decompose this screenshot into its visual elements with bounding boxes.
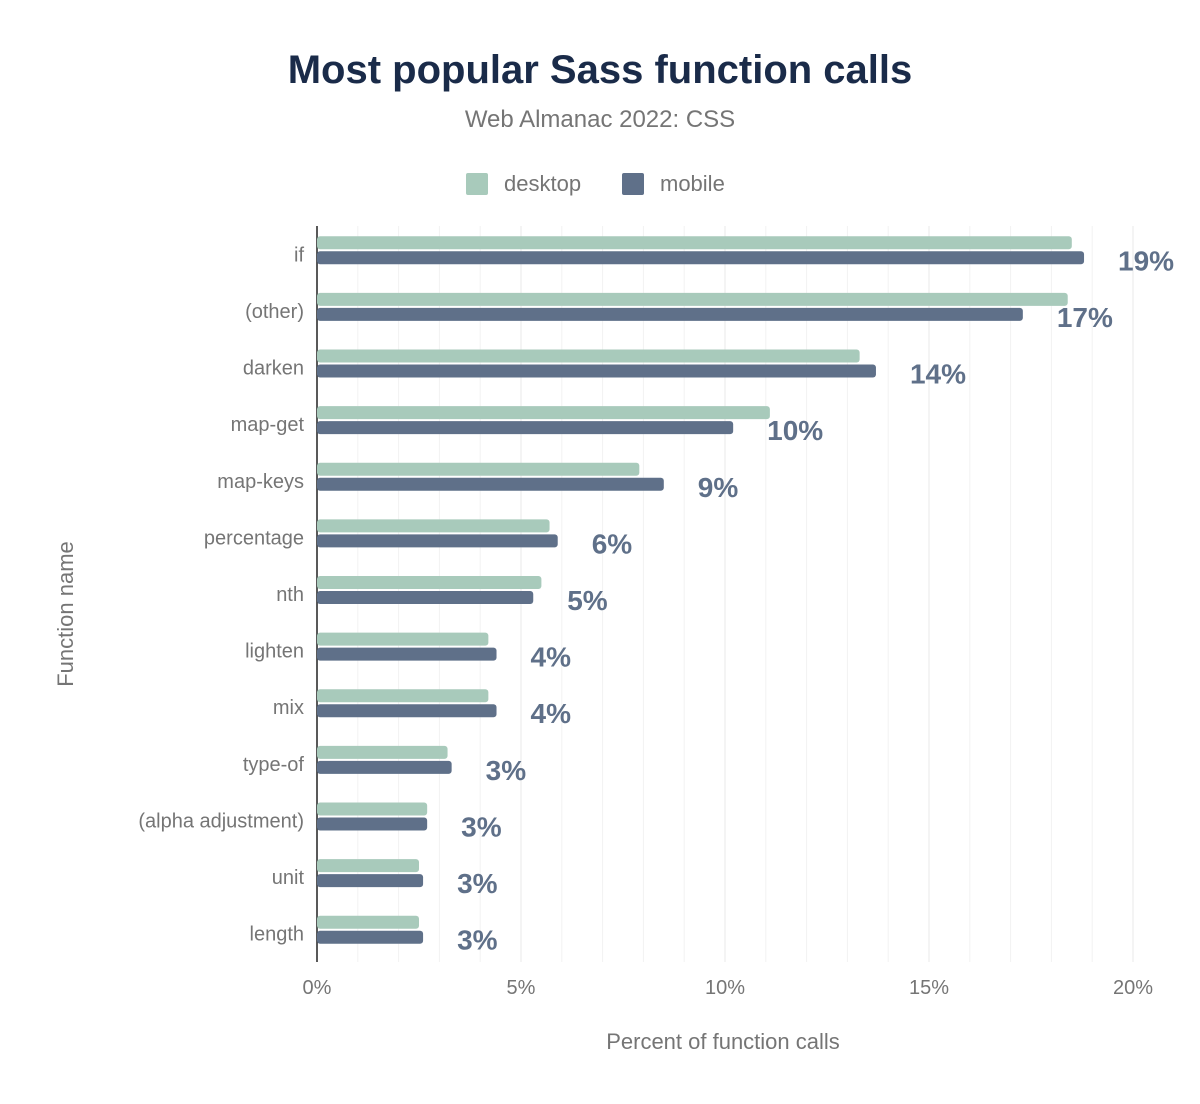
chart-title: Most popular Sass function calls <box>287 48 913 92</box>
bar-mobile <box>317 591 534 604</box>
legend-swatch-mobile <box>622 173 644 195</box>
x-tick-label: 20% <box>1113 977 1153 999</box>
bar-mobile <box>317 760 452 774</box>
bar-desktop <box>317 859 419 873</box>
y-tick-label: unit <box>272 867 305 889</box>
legend-label-mobile: mobile <box>660 171 725 196</box>
x-axis-title: Percent of function calls <box>606 1029 840 1054</box>
bar-mobile <box>317 930 424 944</box>
data-label: 3% <box>486 755 527 786</box>
bar-desktop <box>317 915 419 929</box>
y-tick-label: if <box>294 244 304 266</box>
bar-desktop <box>317 292 1068 306</box>
data-label: 14% <box>910 359 966 390</box>
y-tick-label: darken <box>243 358 304 380</box>
bar-mobile <box>317 647 497 661</box>
bar-desktop <box>317 632 489 646</box>
bar-mobile <box>317 251 1085 265</box>
bar-mobile <box>317 704 497 718</box>
bar-desktop <box>317 236 1072 250</box>
y-axis-title: Function name <box>53 541 78 687</box>
data-label: 3% <box>457 868 498 899</box>
legend-label-desktop: desktop <box>504 171 581 196</box>
data-label: 5% <box>567 585 608 616</box>
bar-desktop <box>317 576 542 589</box>
bar-mobile <box>317 364 876 378</box>
data-label: 6% <box>592 528 633 559</box>
data-label: 17% <box>1057 302 1113 333</box>
data-label: 4% <box>531 642 572 673</box>
y-tick-label: type-of <box>243 754 305 776</box>
y-tick-label: (alpha adjustment) <box>138 810 304 832</box>
y-tick-label: nth <box>276 584 304 606</box>
data-label: 3% <box>457 925 498 956</box>
bar-desktop <box>317 745 448 759</box>
bar-mobile <box>317 534 558 548</box>
data-label: 3% <box>461 811 502 842</box>
y-tick-label: (other) <box>245 301 304 323</box>
bar-desktop <box>317 519 550 533</box>
bar-desktop <box>317 462 640 476</box>
y-tick-label: map-get <box>231 414 305 436</box>
bar-mobile <box>317 874 424 888</box>
data-label: 19% <box>1118 245 1174 276</box>
x-tick-label: 15% <box>909 977 949 999</box>
y-tick-label: mix <box>273 697 304 719</box>
x-tick-label: 0% <box>303 977 332 999</box>
legend-swatch-desktop <box>466 173 488 195</box>
data-label: 4% <box>531 698 572 729</box>
bar-mobile <box>317 421 734 435</box>
bar-mobile <box>317 307 1023 321</box>
chart-subtitle: Web Almanac 2022: CSS <box>464 106 736 133</box>
bar-mobile <box>317 817 428 831</box>
bar-desktop <box>317 406 770 420</box>
y-tick-label: map-keys <box>217 471 304 493</box>
bar-mobile <box>317 477 664 491</box>
x-tick-label: 10% <box>705 977 745 999</box>
y-tick-label: lighten <box>245 641 304 663</box>
bar-desktop <box>317 349 860 363</box>
data-label: 10% <box>767 415 823 446</box>
y-tick-label: length <box>250 924 305 946</box>
bar-desktop <box>317 689 489 703</box>
y-tick-label: percentage <box>204 527 304 549</box>
data-label: 9% <box>698 472 739 503</box>
bar-desktop <box>317 802 428 816</box>
x-tick-label: 5% <box>507 977 536 999</box>
